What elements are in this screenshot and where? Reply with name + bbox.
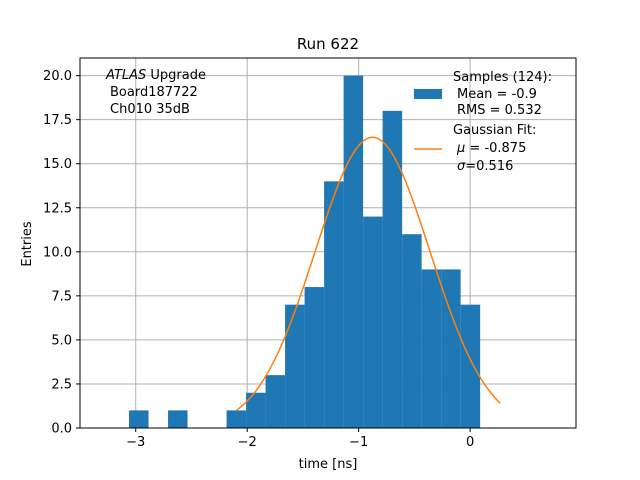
x-tick-label: 0 (466, 435, 474, 450)
histogram-bar (324, 181, 344, 428)
histogram-bar (129, 410, 149, 428)
histogram-bar (304, 287, 325, 428)
x-tick-label: −3 (126, 435, 145, 450)
histogram-bar (265, 375, 286, 428)
axes-frame (79, 57, 577, 429)
x-tick-label: −2 (238, 435, 257, 450)
legend-samples-title: Samples (124): (453, 70, 552, 85)
legend-fit-mu: μ = -0.875 (456, 141, 526, 156)
annotation-atlas: ATLAS (105, 68, 146, 83)
histogram-bar (226, 410, 247, 428)
histogram-bar (343, 75, 364, 428)
y-tick-label: 2.5 (51, 377, 72, 392)
gaussian-fit-line (235, 136, 501, 412)
histogram-bar (421, 269, 442, 428)
y-tick-label: 15.0 (43, 157, 72, 172)
legend-fit-title: Gaussian Fit: (453, 123, 536, 138)
y-axis-ticks: 0.0 2.5 5.0 7.5 10.0 12.5 15.0 17.5 20.0 (43, 69, 80, 437)
y-tick-label: 17.5 (43, 113, 72, 128)
histogram-bars (129, 75, 481, 428)
histogram-bar (363, 216, 383, 428)
y-tick-label: 0.0 (51, 422, 72, 437)
histogram-bar (285, 304, 305, 428)
histogram-bar (402, 234, 422, 428)
legend-samples-swatch (414, 89, 442, 99)
legend-samples-rms: RMS = 0.532 (457, 103, 542, 118)
annotation-upgrade: Upgrade (146, 68, 206, 83)
y-tick-label: 12.5 (43, 201, 72, 216)
x-axis-ticks: −3 −2 −1 0 (126, 428, 474, 450)
histogram-bar (246, 392, 266, 428)
x-axis-label: time [ns] (299, 457, 358, 472)
histogram-bar (460, 304, 481, 428)
histogram-bar (441, 269, 461, 428)
annotation-channel: Ch010 35dB (110, 102, 190, 117)
y-tick-label: 7.5 (51, 289, 72, 304)
atlas-annotation: ATLAS Upgrade Board187722 Ch010 35dB (105, 68, 206, 117)
legend-fit-sigma: σ=0.516 (457, 159, 513, 174)
histogram-bar (382, 110, 403, 428)
y-axis-label: Entries (20, 221, 35, 267)
annotation-line-1: ATLAS Upgrade (105, 68, 206, 83)
y-tick-label: 20.0 (43, 69, 72, 84)
histogram-bar (168, 410, 188, 428)
x-tick-label: −1 (349, 435, 368, 450)
legend-samples-mean: Mean = -0.9 (457, 87, 537, 102)
y-tick-label: 10.0 (43, 245, 72, 260)
chart-title: Run 622 (297, 35, 359, 53)
y-tick-label: 5.0 (51, 333, 72, 348)
legend: Samples (124): Mean = -0.9 RMS = 0.532 G… (414, 70, 552, 174)
annotation-board: Board187722 (110, 85, 198, 100)
